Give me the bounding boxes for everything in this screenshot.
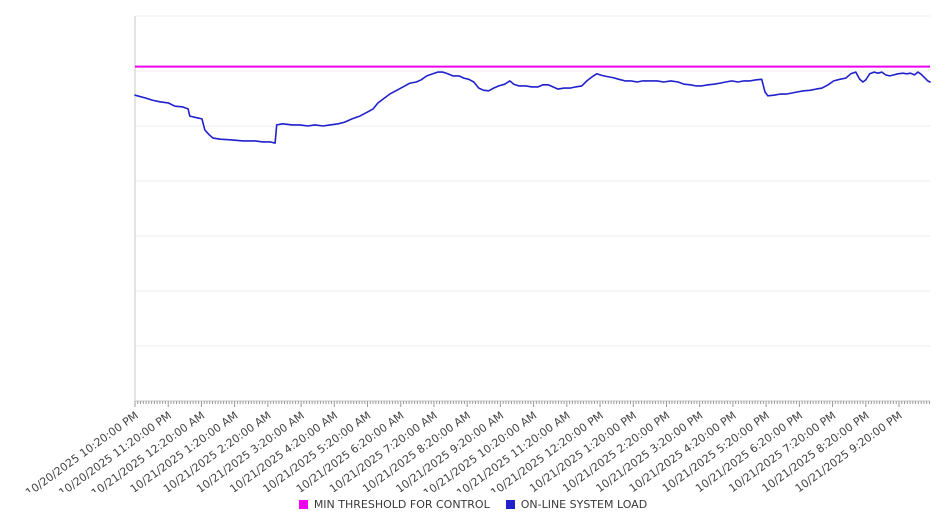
legend-item-min-threshold[interactable]: MIN THRESHOLD FOR CONTROL: [298, 497, 490, 511]
system-load-line: [134, 71, 931, 144]
min-threshold-swatch-icon: [298, 499, 308, 509]
legend-label-min-threshold: MIN THRESHOLD FOR CONTROL: [313, 497, 490, 511]
legend-label-online-system-load: ON-LINE SYSTEM LOAD: [520, 497, 648, 511]
legend-item-online-system-load[interactable]: ON-LINE SYSTEM LOAD: [505, 497, 648, 511]
chart-legend: MIN THRESHOLD FOR CONTROL ON-LINE SYSTEM…: [0, 495, 946, 513]
online-system-load-swatch-icon: [505, 499, 515, 509]
